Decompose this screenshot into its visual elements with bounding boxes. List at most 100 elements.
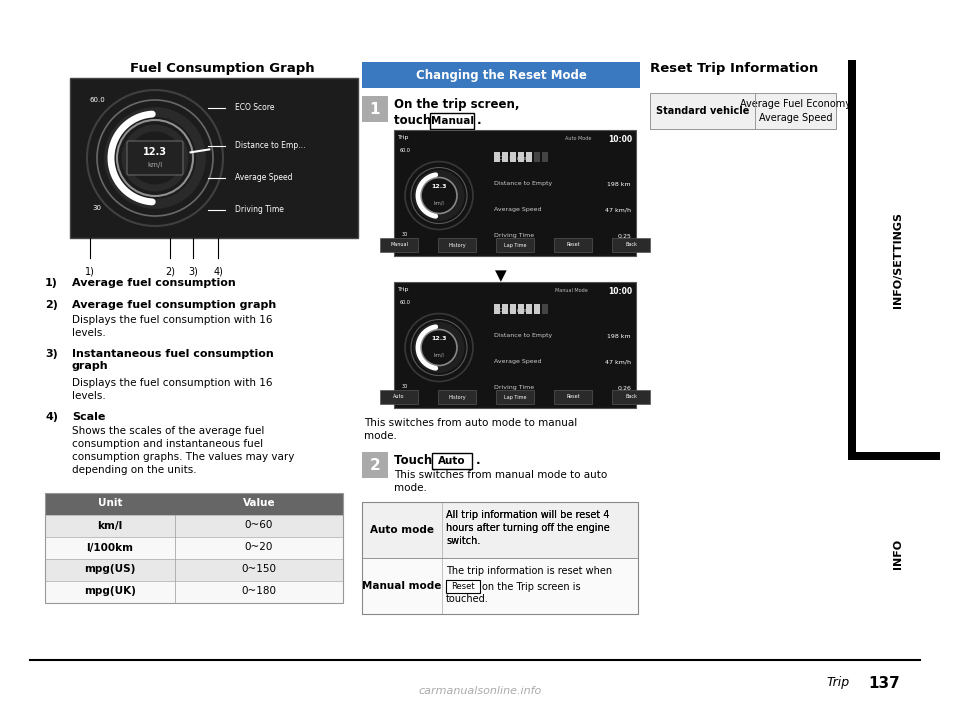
- Text: Average fuel consumption graph: Average fuel consumption graph: [72, 300, 276, 311]
- Text: 0:25: 0:25: [617, 234, 631, 239]
- FancyBboxPatch shape: [127, 141, 183, 175]
- Text: On the trip screen,: On the trip screen,: [394, 98, 519, 111]
- Text: 4): 4): [213, 266, 223, 276]
- Bar: [650, 93, 836, 129]
- Text: 1): 1): [45, 278, 58, 288]
- Text: Displays the fuel consumption with 16
levels.: Displays the fuel consumption with 16 le…: [72, 378, 273, 401]
- Text: Reset: Reset: [566, 394, 580, 399]
- Text: 0:26: 0:26: [617, 385, 631, 391]
- Text: Trip: Trip: [827, 676, 850, 689]
- Text: Average Speed: Average Speed: [494, 360, 541, 365]
- Text: Distance to Emp…: Distance to Emp…: [235, 142, 305, 151]
- Bar: [45, 537, 343, 559]
- Text: ▼: ▼: [495, 268, 507, 283]
- Text: Distance to Empty: Distance to Empty: [494, 333, 552, 338]
- Text: on the Trip screen is: on the Trip screen is: [482, 582, 581, 592]
- Text: Auto: Auto: [394, 394, 405, 399]
- Bar: [502, 152, 508, 162]
- Bar: [526, 152, 532, 162]
- Bar: [362, 502, 638, 614]
- Text: Driving Time: Driving Time: [494, 234, 534, 239]
- Bar: [510, 152, 516, 162]
- Text: Trip: Trip: [398, 287, 409, 292]
- Text: 60.0: 60.0: [89, 97, 105, 103]
- Text: km/l: km/l: [434, 200, 444, 205]
- Bar: [542, 152, 548, 162]
- Bar: [526, 304, 532, 314]
- Bar: [518, 152, 524, 162]
- Text: Manual mode: Manual mode: [362, 581, 442, 591]
- Text: All trip information will be reset 4
hours after turning off the engine
switch.: All trip information will be reset 4 hou…: [446, 510, 610, 546]
- Text: 3): 3): [45, 349, 58, 359]
- Text: Manual: Manual: [430, 116, 473, 126]
- Bar: [380, 390, 418, 404]
- Bar: [496, 390, 534, 404]
- Text: 137: 137: [868, 676, 900, 691]
- Bar: [362, 558, 638, 614]
- Bar: [612, 238, 650, 252]
- Text: INFO: INFO: [893, 539, 903, 569]
- Text: Reset Trip Information: Reset Trip Information: [650, 62, 818, 75]
- Bar: [446, 580, 480, 593]
- Text: ECO Score: ECO Score: [494, 307, 527, 312]
- Text: 2: 2: [370, 457, 380, 472]
- Text: .: .: [477, 114, 482, 127]
- Text: 3): 3): [188, 266, 198, 276]
- Bar: [430, 113, 474, 129]
- Bar: [494, 304, 500, 314]
- Bar: [438, 238, 476, 252]
- Bar: [45, 581, 343, 603]
- Text: Instantaneous fuel consumption
graph: Instantaneous fuel consumption graph: [72, 349, 274, 372]
- Text: touched.: touched.: [446, 594, 489, 604]
- Text: Standard vehicle: Standard vehicle: [656, 106, 749, 116]
- Text: Lap Time: Lap Time: [504, 243, 526, 248]
- Text: The trip information is reset when: The trip information is reset when: [446, 566, 612, 576]
- Text: 0~20: 0~20: [245, 542, 274, 552]
- Text: Unit: Unit: [98, 498, 122, 508]
- Text: 1: 1: [370, 101, 380, 117]
- Text: 0~150: 0~150: [242, 564, 276, 574]
- Text: 198 km: 198 km: [608, 333, 631, 338]
- Bar: [510, 304, 516, 314]
- Text: 60.0: 60.0: [399, 299, 411, 304]
- Text: Driving Time: Driving Time: [494, 385, 534, 391]
- Text: Manual Mode: Manual Mode: [555, 288, 588, 293]
- Bar: [494, 152, 500, 162]
- Bar: [554, 390, 592, 404]
- Text: Fuel Consumption Graph: Fuel Consumption Graph: [130, 62, 315, 75]
- Text: 2): 2): [165, 266, 175, 276]
- Text: l/100km: l/100km: [86, 542, 133, 552]
- Text: 30: 30: [92, 205, 102, 211]
- Bar: [518, 304, 524, 314]
- Text: Average Speed: Average Speed: [494, 207, 541, 212]
- Text: Back: Back: [625, 394, 636, 399]
- Text: Touch: Touch: [394, 454, 437, 467]
- Bar: [848, 60, 856, 460]
- Text: 47 km/h: 47 km/h: [605, 207, 631, 212]
- Text: Auto: Auto: [438, 456, 466, 466]
- Text: Displays the fuel consumption with 16
levels.: Displays the fuel consumption with 16 le…: [72, 315, 273, 338]
- Text: Average Fuel Economy
Average Speed: Average Fuel Economy Average Speed: [740, 99, 851, 122]
- Bar: [45, 493, 343, 515]
- Text: Average Speed: Average Speed: [235, 173, 293, 183]
- Bar: [362, 96, 388, 122]
- Text: Auto Mode: Auto Mode: [564, 136, 591, 141]
- Text: 12.3: 12.3: [431, 336, 446, 341]
- Bar: [380, 238, 418, 252]
- Bar: [362, 62, 640, 88]
- Bar: [45, 559, 343, 581]
- Bar: [70, 78, 358, 238]
- Text: 30: 30: [402, 232, 408, 236]
- Text: 12.3: 12.3: [431, 184, 446, 189]
- Bar: [848, 452, 940, 460]
- Text: Value: Value: [243, 498, 276, 508]
- Text: Auto mode: Auto mode: [370, 525, 434, 535]
- Text: This switches from manual mode to auto
mode.: This switches from manual mode to auto m…: [394, 470, 608, 493]
- Text: 10:00: 10:00: [608, 287, 632, 296]
- Text: Reset: Reset: [566, 243, 580, 248]
- Text: ECO Score: ECO Score: [235, 103, 275, 113]
- Text: 198 km: 198 km: [608, 181, 631, 186]
- Text: 1): 1): [85, 266, 95, 276]
- Text: All trip information will be reset 4
hours after turning off the engine
switch.: All trip information will be reset 4 hou…: [446, 510, 610, 546]
- Bar: [45, 493, 343, 603]
